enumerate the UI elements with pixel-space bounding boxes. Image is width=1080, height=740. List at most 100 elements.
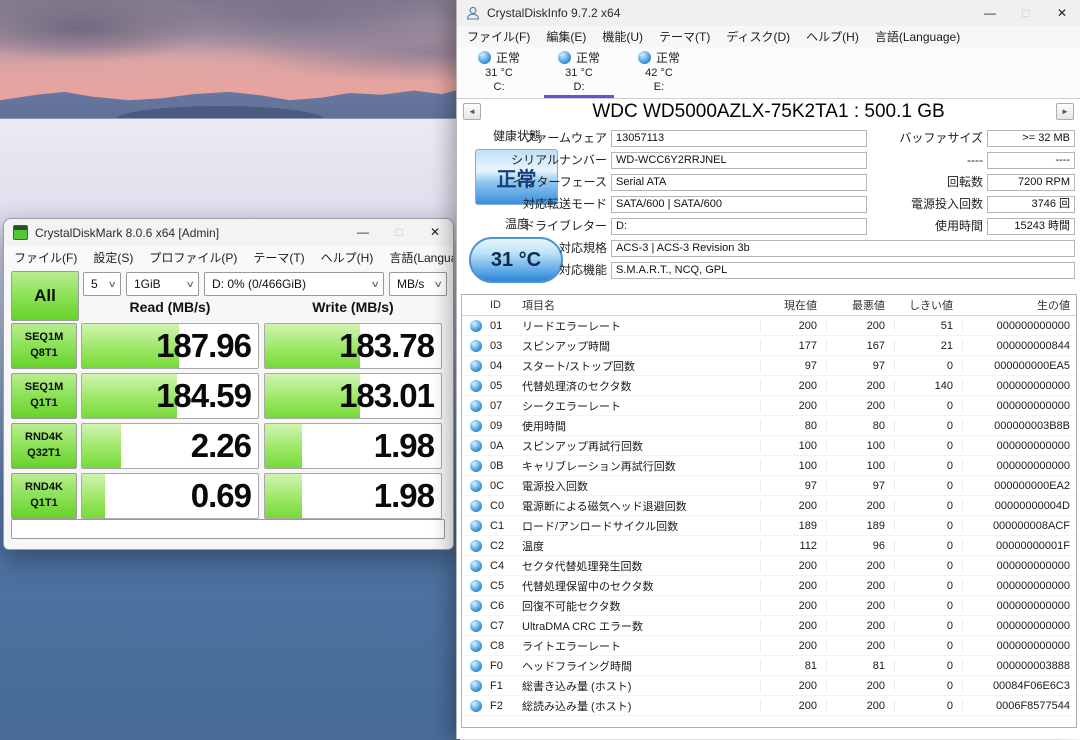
menu-item[interactable]: テーマ(T): [253, 251, 305, 265]
field-value: ACS-3 | ACS-3 Revision 3b: [611, 240, 1075, 257]
window-controls: — □ ✕: [972, 0, 1080, 26]
smart-threshold-header: しきい値: [909, 300, 953, 312]
field-value: WD-WCC6Y2RRJNEL: [611, 152, 867, 169]
test-count-value: 5: [91, 277, 98, 291]
drive-tab[interactable]: 正常 42 °C E:: [619, 47, 699, 98]
smart-table-rows: 01 リードエラーレート 200 200 51 000000000000 03 …: [462, 316, 1076, 716]
attribute-raw: 000000000000: [962, 599, 1076, 612]
maximize-button[interactable]: □: [1022, 6, 1030, 20]
attribute-worst: 80: [826, 419, 894, 432]
attribute-status-icon: [470, 559, 482, 572]
benchmark-row: SEQ1M Q1T1 184.59 183.01: [4, 373, 453, 419]
menu-item[interactable]: テーマ(T): [659, 30, 711, 44]
write-result-bar: [265, 474, 302, 518]
benchmark-row: RND4K Q32T1 2.26 1.98: [4, 423, 453, 469]
drive-field-row: 回転数 7200 RPM: [877, 174, 1075, 191]
smart-row: 0A スピンアップ再試行回数 100 100 0 000000000000: [462, 436, 1076, 456]
test-type-button[interactable]: SEQ1M Q8T1: [11, 323, 77, 369]
menu-item[interactable]: 言語(Language): [389, 251, 453, 265]
attribute-raw: 000000000EA5: [962, 359, 1076, 372]
unit-select[interactable]: MB/s ∨: [389, 272, 447, 296]
attribute-worst: 96: [826, 539, 894, 552]
drive-tab[interactable]: 正常 31 °C C:: [459, 47, 539, 98]
smart-row: F0 ヘッドフライング時間 81 81 0 000000003888: [462, 656, 1076, 676]
attribute-current: 200: [760, 499, 826, 512]
attribute-threshold: 51: [894, 319, 962, 332]
smart-row: C0 電源断による磁気ヘッド退避回数 200 200 0 00000000004…: [462, 496, 1076, 516]
attribute-name: セクタ代替処理発生回数: [522, 560, 643, 573]
attribute-name: シークエラーレート: [522, 400, 621, 413]
smart-row: 05 代替処理済のセクタ数 200 200 140 000000000000: [462, 376, 1076, 396]
smart-row-status: [462, 359, 490, 372]
menu-item[interactable]: ディスク(D): [726, 30, 791, 44]
test-type-button[interactable]: RND4K Q1T1: [11, 473, 77, 519]
crystaldiskinfo-titlebar[interactable]: CrystalDiskInfo 9.7.2 x64 — □ ✕: [457, 0, 1080, 26]
field-label: 対応規格: [558, 241, 607, 255]
benchmark-results: SEQ1M Q8T1 187.96 183.78: [4, 323, 453, 523]
drive-tab[interactable]: 正常 31 °C D:: [539, 47, 619, 98]
test-count-select[interactable]: 5 ∨: [83, 272, 121, 296]
menu-item[interactable]: 機能(U): [602, 30, 643, 44]
drive-field-row: 使用時間 15243 時間: [877, 218, 1075, 235]
smart-row: 01 リードエラーレート 200 200 51 000000000000: [462, 316, 1076, 336]
test-size-value: 1GiB: [134, 277, 161, 291]
attribute-current: 112: [760, 539, 826, 552]
smart-row-status: [462, 479, 490, 492]
message-bar-input[interactable]: [11, 519, 445, 539]
crystaldiskmark-titlebar[interactable]: CrystalDiskMark 8.0.6 x64 [Admin] — □ ✕: [4, 219, 453, 246]
previous-drive-button[interactable]: ◄: [463, 103, 481, 120]
attribute-raw: 000000000000: [962, 439, 1076, 452]
attribute-threshold: 0: [894, 459, 962, 472]
attribute-raw: 000000000000: [962, 579, 1076, 592]
attribute-name: スタート/ストップ回数: [522, 360, 636, 373]
field-label: ドライブレター: [522, 219, 607, 233]
close-button[interactable]: ✕: [429, 225, 441, 239]
smart-row-status: [462, 519, 490, 532]
run-all-button[interactable]: All: [11, 271, 79, 321]
smart-row-status: [462, 399, 490, 412]
attribute-id: F0: [490, 659, 503, 672]
drive-fields-wide: 対応規格 ACS-3 | ACS-3 Revision 3b 対応機能 S.M.…: [457, 240, 1075, 284]
next-drive-button[interactable]: ►: [1056, 103, 1074, 120]
menu-item[interactable]: 編集(E): [546, 30, 587, 44]
attribute-worst: 200: [826, 499, 894, 512]
attribute-worst: 200: [826, 639, 894, 652]
menu-item[interactable]: 設定(S): [93, 251, 134, 265]
test-size-select[interactable]: 1GiB ∨: [126, 272, 199, 296]
read-result-bar: [82, 474, 105, 518]
field-value: ----: [987, 152, 1075, 169]
drive-field-row: 対応転送モード SATA/600 | SATA/600: [457, 196, 867, 213]
write-result-bar: [265, 324, 361, 368]
attribute-worst: 97: [826, 479, 894, 492]
attribute-threshold: 140: [894, 379, 962, 392]
maximize-button[interactable]: □: [395, 225, 403, 239]
attribute-threshold: 0: [894, 479, 962, 492]
attribute-current: 200: [760, 399, 826, 412]
minimize-button[interactable]: —: [357, 225, 369, 239]
smart-row-status: [462, 339, 490, 352]
menu-item[interactable]: ファイル(F): [467, 30, 531, 44]
target-drive-select[interactable]: D: 0% (0/466GiB) ∨: [204, 272, 384, 296]
menu-item[interactable]: ファイル(F): [14, 251, 78, 265]
drive-field-row: ファームウェア 13057113: [457, 130, 867, 147]
menu-item[interactable]: ヘルプ(H): [806, 30, 859, 44]
attribute-threshold: 0: [894, 659, 962, 672]
menu-item[interactable]: プロファイル(P): [149, 251, 238, 265]
test-type-button[interactable]: RND4K Q32T1: [11, 423, 77, 469]
attribute-id: F2: [490, 699, 503, 712]
test-type-button[interactable]: SEQ1M Q1T1: [11, 373, 77, 419]
attribute-current: 81: [760, 659, 826, 672]
field-label: 電源投入回数: [910, 197, 983, 211]
test-queue-thread: Q8T1: [30, 347, 58, 359]
attribute-id: F1: [490, 679, 503, 692]
drive-field-row: インターフェース Serial ATA: [457, 174, 867, 191]
minimize-button[interactable]: —: [984, 6, 996, 20]
drive-status-icon: [637, 51, 651, 64]
attribute-raw: 0006F8577544: [962, 699, 1076, 712]
attribute-worst: 200: [826, 599, 894, 612]
close-button[interactable]: ✕: [1056, 6, 1068, 20]
attribute-threshold: 0: [894, 599, 962, 612]
drive-field-row: ---- ----: [877, 152, 1075, 169]
menu-item[interactable]: 言語(Language): [874, 30, 961, 44]
menu-item[interactable]: ヘルプ(H): [320, 251, 374, 265]
